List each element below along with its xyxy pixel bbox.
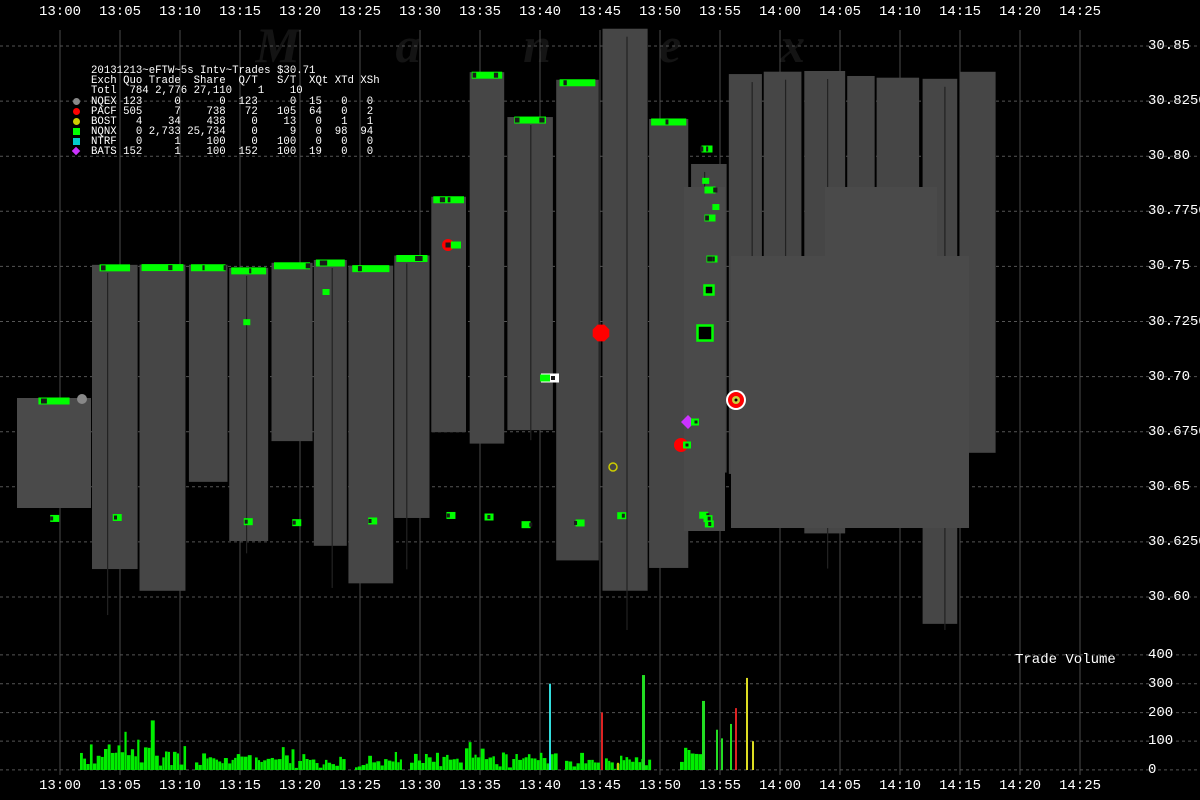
svg-text:x: x [779, 17, 805, 73]
svg-text:a: a [396, 17, 421, 73]
svg-text:n: n [523, 17, 551, 73]
svg-text:e: e [659, 17, 681, 73]
